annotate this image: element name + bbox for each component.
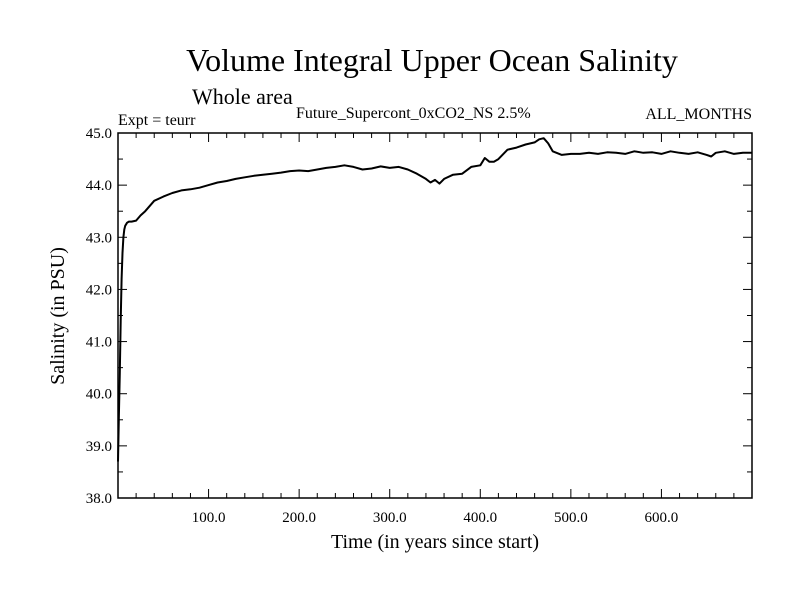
x-axis-label: Time (in years since start)	[331, 531, 539, 553]
series-lines	[117, 137, 752, 462]
y-tick-label: 38.0	[86, 491, 112, 507]
months-label: ALL_MONTHS	[645, 106, 752, 123]
y-tick-label: 41.0	[86, 335, 112, 351]
x-tick-label: 400.0	[463, 510, 497, 526]
x-axis-ticks: 100.0 200.0 300.0 400.0 500.0 600.0	[135, 133, 735, 526]
x-tick-label: 200.0	[282, 510, 316, 526]
run-label: Future_Supercont_0xCO2_NS 2.5%	[296, 105, 531, 122]
x-tick-label: 500.0	[554, 510, 588, 526]
x-tick-label: 100.0	[192, 510, 226, 526]
y-tick-label: 43.0	[86, 230, 112, 246]
y-axis-ticks: 38.0 39.0 40.0 41.0 42.0 43.0 44.0 45.0	[86, 126, 752, 507]
x-tick-label: 300.0	[373, 510, 407, 526]
chart-title: Volume Integral Upper Ocean Salinity	[186, 42, 678, 78]
y-tick-label: 44.0	[86, 178, 112, 194]
y-tick-label: 42.0	[86, 282, 112, 298]
chart-subtitle: Whole area	[192, 84, 293, 109]
y-tick-label: 45.0	[86, 126, 112, 142]
expt-label: Expt = teurr	[118, 112, 196, 129]
plot-frame	[117, 132, 753, 499]
y-axis-label: Salinity (in PSU)	[47, 247, 69, 385]
y-tick-label: 40.0	[86, 387, 112, 403]
x-tick-label: 600.0	[645, 510, 679, 526]
y-tick-label: 39.0	[86, 439, 112, 455]
series-line	[117, 137, 752, 462]
